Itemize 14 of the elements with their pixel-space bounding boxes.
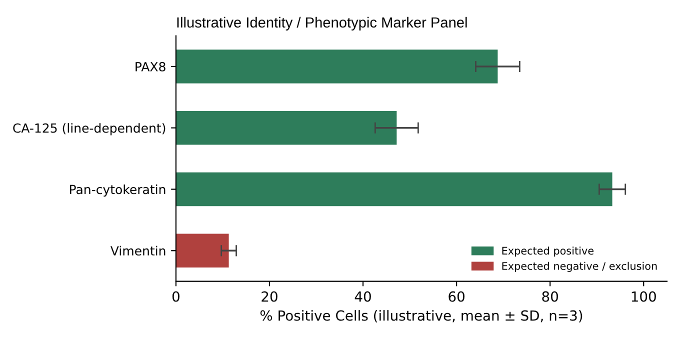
y-tick-label: Pan-cytokeratin — [70, 184, 166, 197]
legend-label: Expected positive — [502, 246, 594, 257]
x-tick-label: 60 — [448, 291, 464, 302]
y-tick-label: CA-125 (line-dependent) — [13, 123, 166, 136]
x-tick-label: 100 — [632, 291, 656, 302]
x-tick-label: 80 — [542, 291, 558, 302]
x-tick-label: 20 — [262, 291, 278, 302]
y-tick-label: PAX8 — [136, 62, 166, 72]
x-axis-title: % Positive Cells (illustrative, mean ± SD, n=3) — [260, 310, 582, 322]
legend-label: Expected negative / exclusion — [502, 262, 657, 272]
y-tick-label: Vimentin — [110, 246, 166, 256]
x-tick-label: 40 — [354, 291, 371, 302]
x-tick-label: 0 — [172, 291, 180, 302]
chart-title: Illustrative Identity / Phenotypic Marker Panel — [177, 16, 467, 30]
